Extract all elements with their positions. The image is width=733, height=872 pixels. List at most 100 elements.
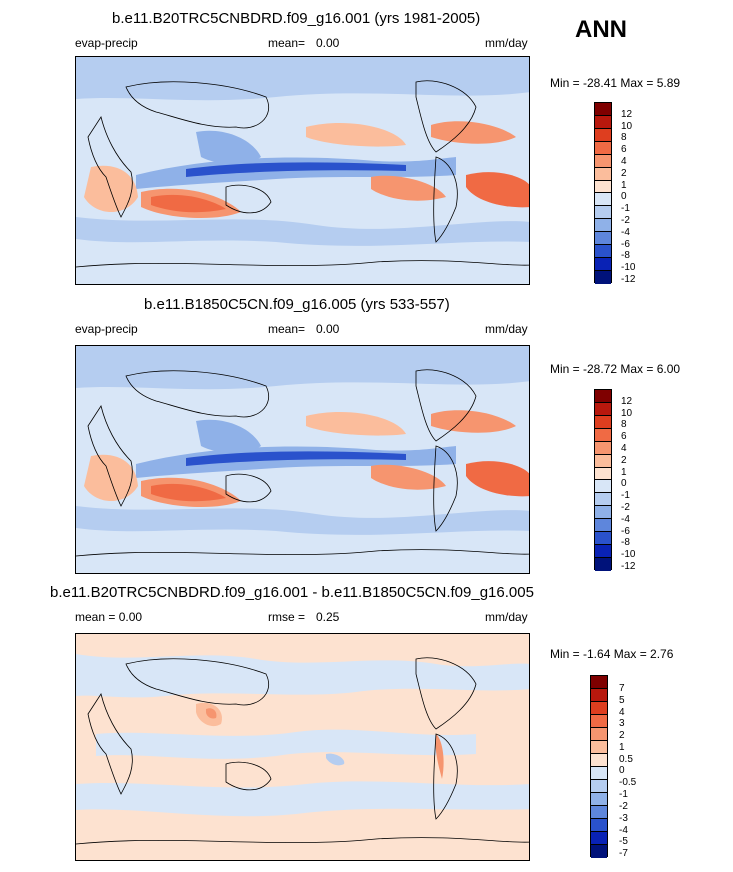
colorbar-tick: 0 [621,191,627,202]
panel-title: b.e11.B20TRC5CNBDRD.f09_g16.001 (yrs 198… [112,10,481,27]
colorbar-cell [595,415,611,429]
colorbar-tick: 1 [619,742,625,753]
colorbar-tick: -8 [621,537,630,548]
colorbar-cell [591,754,607,767]
colorbar-cell [595,545,611,558]
colorbar-tick: 2 [619,730,625,741]
colorbar-cell [595,258,611,271]
colorbar-cell [595,493,611,507]
colorbar-cell [595,154,611,168]
colorbar-tick: -8 [621,250,630,261]
mean-value: 0.00 [316,322,340,336]
map-plot [75,345,530,574]
colorbar-tick: 6 [621,431,627,442]
colorbar-cell [595,467,611,481]
colorbar-cell [595,480,611,494]
colorbar-cell [591,780,607,793]
colorbar-tick: 5 [619,695,625,706]
colorbar-cell [595,128,611,142]
colorbar-tick: 2 [621,168,627,179]
colorbar [594,102,612,284]
colorbar-cell [595,557,611,571]
colorbar-cell [595,441,611,455]
mean-label: mean= [268,36,306,50]
map-field [76,634,529,860]
colorbar-cell [595,115,611,129]
colorbar-tick: -2 [619,801,628,812]
colorbar-tick: -0.5 [619,777,637,788]
colorbar-cell [595,193,611,207]
colorbar-tick: 8 [621,132,627,143]
colorbar-tick: 6 [621,144,627,155]
colorbar-tick: 8 [621,419,627,430]
colorbar-cell [595,219,611,233]
colorbar-tick: 4 [619,707,625,718]
colorbar-tick: 10 [621,408,633,419]
colorbar-tick: 0.5 [619,754,633,765]
colorbar-tick: -4 [619,825,628,836]
colorbar-cell [591,767,607,780]
colorbar-tick: 4 [621,156,627,167]
colorbar-cell [595,390,611,403]
map-plot [75,56,530,285]
colorbar-cell [595,245,611,259]
colorbar-tick: -3 [619,813,628,824]
colorbar-tick: -1 [619,789,628,800]
colorbar-tick: 1 [621,180,627,191]
minmax-label: Min = -28.72 Max = 6.00 [550,362,681,376]
minmax-label: Min = -28.41 Max = 5.89 [550,76,681,90]
rmse-value: 0.25 [316,610,340,624]
colorbar-cell [595,532,611,546]
colorbar-tick: -6 [621,239,630,250]
panel-title: b.e11.B1850C5CN.f09_g16.005 (yrs 533-557… [144,296,450,313]
colorbar-tick: -12 [621,561,636,572]
colorbar-tick: -12 [621,274,636,285]
season-label: ANN [575,16,627,43]
mean-value: 0.00 [316,36,340,50]
units-label: mm/day [485,610,528,624]
units-label: mm/day [485,322,528,336]
panel-title: b.e11.B20TRC5CNBDRD.f09_g16.001 - b.e11.… [50,584,534,601]
colorbar-tick: 10 [621,121,633,132]
colorbar-tick: -5 [619,836,628,847]
colorbar-tick: 12 [621,109,633,120]
colorbar-cell [595,232,611,246]
minmax-label: Min = -1.64 Max = 2.76 [550,647,674,661]
colorbar-cell [591,702,607,715]
colorbar-cell [595,103,611,116]
colorbar-tick: -10 [621,549,636,560]
colorbar-cell [595,141,611,155]
rmse-label: rmse = [268,610,306,624]
colorbar-cell [591,806,607,819]
colorbar-tick: 7 [619,683,625,694]
map-field [76,57,529,284]
colorbar-tick: -2 [621,215,630,226]
colorbar-cell [591,832,607,845]
colorbar-tick: -2 [621,502,630,513]
colorbar-tick: 0 [621,478,627,489]
colorbar-cell [595,402,611,416]
colorbar-tick: 3 [619,718,625,729]
map-plot [75,633,530,861]
field-label: evap-precip [75,36,138,50]
colorbar [594,389,612,571]
colorbar-tick: -10 [621,262,636,273]
colorbar-tick: -4 [621,227,630,238]
colorbar-cell [591,793,607,806]
colorbar-tick: -7 [619,848,628,859]
colorbar-tick: 12 [621,396,633,407]
colorbar-tick: 2 [621,455,627,466]
colorbar-cell [591,728,607,741]
mean-label: mean= [268,322,306,336]
colorbar-cell [595,270,611,284]
colorbar-tick: 4 [621,443,627,454]
colorbar-cell [591,741,607,754]
colorbar-cell [595,180,611,194]
colorbar-cell [595,519,611,533]
field-label: evap-precip [75,322,138,336]
colorbar-cell [591,819,607,832]
colorbar-tick: -1 [621,203,630,214]
colorbar [590,675,608,858]
units-label: mm/day [485,36,528,50]
colorbar-tick: 1 [621,467,627,478]
